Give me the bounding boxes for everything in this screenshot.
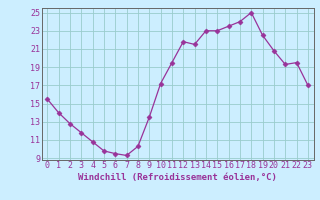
X-axis label: Windchill (Refroidissement éolien,°C): Windchill (Refroidissement éolien,°C)	[78, 173, 277, 182]
